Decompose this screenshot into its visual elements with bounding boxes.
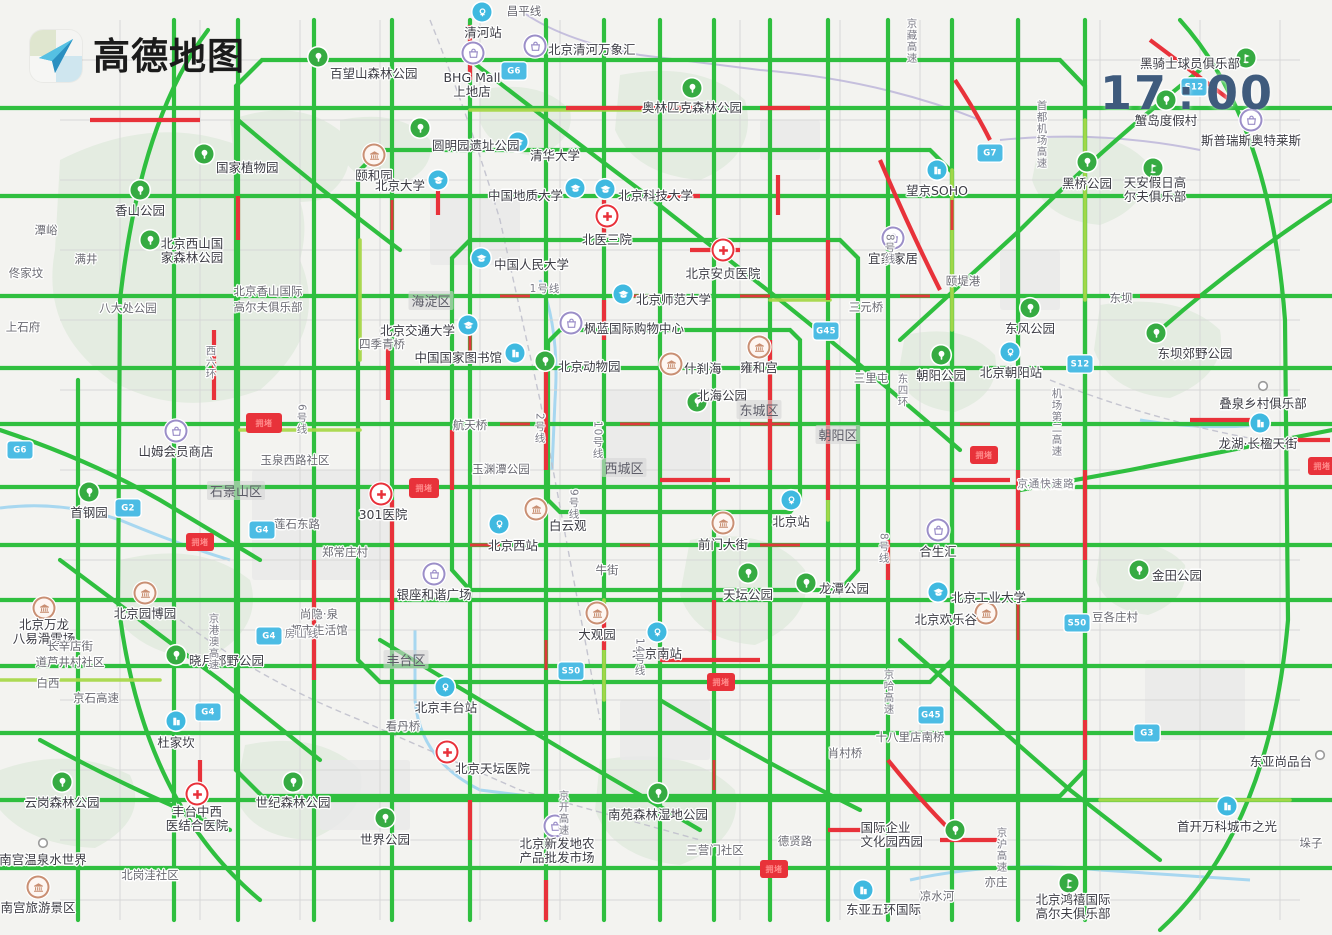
congestion-marker[interactable]: 拥堵	[760, 860, 788, 878]
highway-shield[interactable]: G3	[1134, 724, 1160, 742]
highway-shield[interactable]: S50	[558, 662, 584, 680]
highway-shield[interactable]: S12	[1067, 355, 1093, 373]
highway-shield[interactable]: G4	[256, 627, 282, 645]
highway-shield[interactable]: G4	[195, 703, 221, 721]
congestion-marker[interactable]: 拥堵	[246, 413, 282, 433]
highway-shield[interactable]: G6	[501, 62, 527, 80]
highway-shield[interactable]: G6	[7, 441, 33, 459]
clock-hours: 17	[1099, 66, 1168, 120]
congestion-marker[interactable]: 拥堵	[1308, 457, 1332, 475]
clock-separator: :	[1177, 73, 1196, 119]
highway-shield[interactable]: G7	[977, 144, 1003, 162]
congestion-marker[interactable]: 拥堵	[970, 446, 998, 464]
congestion-marker[interactable]: 拥堵	[707, 673, 735, 691]
congestion-marker[interactable]: 拥堵	[409, 478, 439, 498]
clock-minutes: 00	[1205, 66, 1274, 120]
highway-shield[interactable]: S50	[1064, 614, 1090, 632]
brand-name: 高德地图	[93, 34, 245, 78]
congestion-marker[interactable]: 拥堵	[186, 533, 214, 551]
amap-logo[interactable]: 高德地图	[30, 30, 245, 82]
highway-shield[interactable]: G45	[918, 706, 944, 724]
highway-shield[interactable]: S12	[1181, 78, 1207, 96]
clock-display: 17 : 00	[1100, 70, 1274, 116]
highway-shield[interactable]: G4	[249, 521, 275, 539]
highway-shield[interactable]: G45	[813, 322, 839, 340]
highway-shield[interactable]: G2	[115, 499, 141, 517]
amap-paper-plane-icon	[30, 30, 82, 82]
